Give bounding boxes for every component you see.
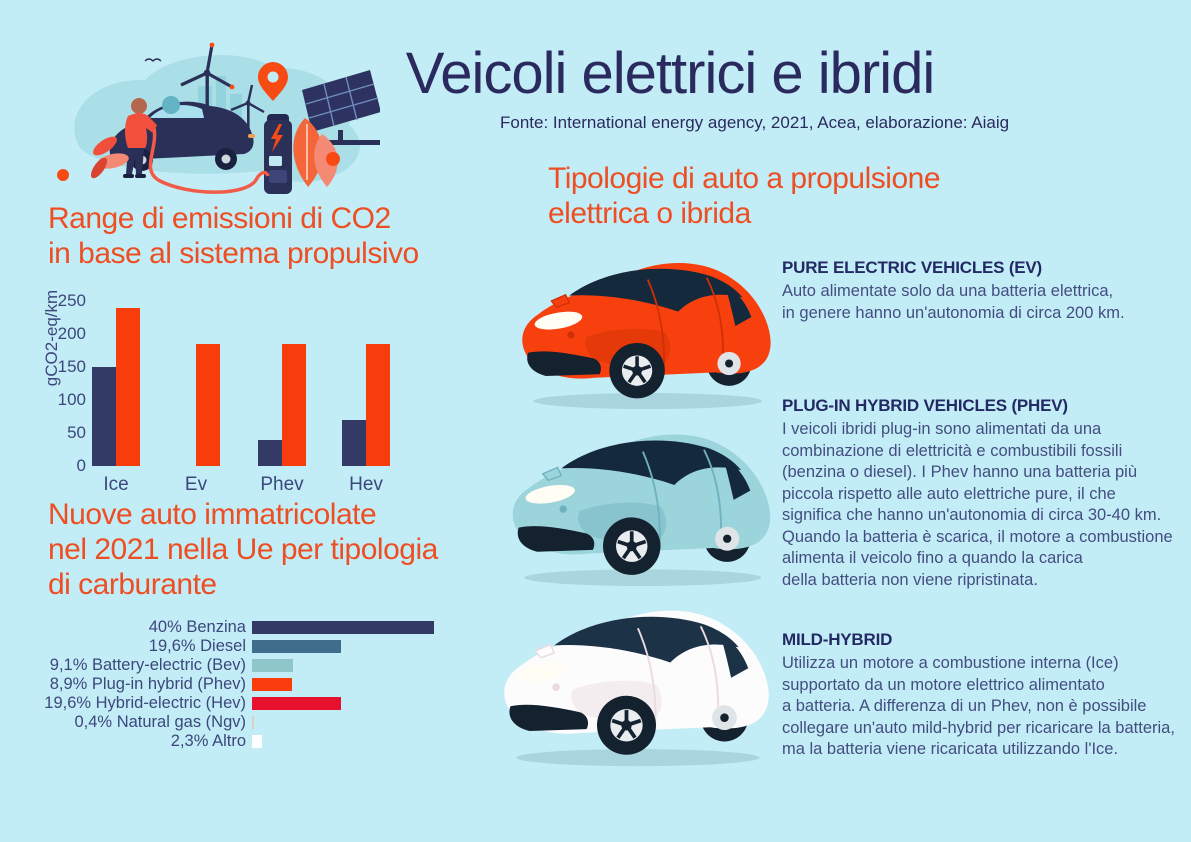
plant-right-icon (293, 118, 338, 187)
typology-item-mild: MILD-HYBRID Utilizza un motore a combust… (782, 630, 1188, 761)
charging-station-icon (264, 114, 292, 194)
co2-bar-max-ice (116, 307, 140, 466)
charging-cable-icon (148, 127, 270, 194)
co2-y-tick: 50 (67, 423, 86, 442)
car-icon (522, 263, 771, 410)
fuel-label: 40% Benzina (148, 618, 246, 636)
typology-heading: PURE ELECTRIC VEHICLES (EV) (782, 258, 1043, 277)
person-icon (123, 98, 157, 178)
wind-turbine-small-icon (230, 84, 265, 143)
page-title: Veicoli elettrici e ibridi (405, 41, 935, 106)
fuel-bar (252, 697, 342, 710)
co2-bar-max-phev (282, 343, 306, 466)
fuel-bar (252, 659, 294, 672)
co2-y-tick: 0 (76, 456, 86, 475)
co2-bar-min-ice (92, 367, 116, 466)
orange-dot-icon (57, 169, 69, 181)
co2-chart-title: Range di emissioni di CO2 in base al sis… (48, 202, 419, 270)
co2-bar-max-hev (366, 343, 390, 466)
teal-dot-icon (162, 96, 180, 114)
car-icon (512, 434, 771, 587)
fuel-row: 40% Benzina (40, 618, 510, 637)
co2-bar-min-hev (342, 419, 366, 466)
co2-bar-max-ev (196, 343, 220, 466)
fuel-label: 8,9% Plug-in hybrid (Phev) (49, 675, 246, 693)
fuel-label: 19,6% Hybrid-electric (Hev) (44, 694, 246, 712)
typology-heading: PLUG-IN HYBRID VEHICLES (PHEV) (782, 396, 1068, 415)
co2-y-tick: 250 (57, 291, 86, 310)
typology-heading: MILD-HYBRID (782, 630, 893, 649)
co2-emissions-chart: gCO2-eq/km 0 50 100 150 200 250 Ice Ev Phev Hev (40, 290, 470, 500)
location-pin-icon (258, 62, 288, 101)
co2-category-label: Ev (184, 474, 208, 495)
co2-category-label: Phev (260, 474, 304, 495)
fuel-bar (252, 621, 434, 634)
fuel-label: 19,6% Diesel (148, 637, 246, 655)
plant-left-icon (90, 136, 129, 179)
fuel-row: 19,6% Diesel (40, 637, 510, 656)
birds-icon (144, 58, 162, 62)
co2-bar-min-phev (258, 439, 282, 466)
registrations-chart: 40% Benzina 19,6% Diesel 9,1% Battery-elec… (40, 618, 510, 751)
co2-y-tick: 200 (57, 324, 86, 343)
typology-item-ev: PURE ELECTRIC VEHICLES (EV) Auto aliment… (782, 258, 1188, 324)
registrations-chart-title: Nuove auto immatricolate nel 2021 nella … (48, 498, 438, 601)
typology-body: I veicoli ibridi plug-in sono alimentati… (782, 420, 1173, 589)
car-illustration-ev (512, 246, 780, 414)
fuel-label: 9,1% Battery-electric (Bev) (49, 656, 246, 674)
car-icon (504, 610, 769, 767)
fuel-row: 19,6% Hybrid-electric (Hev) (40, 694, 510, 713)
fuel-label: 0,4% Natural gas (Ngv) (74, 713, 247, 731)
fuel-bar (252, 678, 293, 691)
hero-illustration (50, 28, 382, 208)
fuel-row: 8,9% Plug-in hybrid (Phev) (40, 675, 510, 694)
lightning-bolt-icon (271, 124, 283, 152)
typologies-title: Tipologie di auto a propulsione elettric… (548, 162, 941, 230)
wind-turbine-icon (180, 42, 235, 130)
car-illustration-phev (502, 418, 780, 590)
fuel-bar (252, 735, 263, 748)
orange-dot-icon (326, 152, 340, 166)
fuel-row: 2,3% Altro (40, 732, 510, 751)
fuel-bar (252, 716, 254, 729)
typology-item-phev: PLUG-IN HYBRID VEHICLES (PHEV) I veicoli… (782, 396, 1188, 591)
fuel-bar (252, 640, 342, 653)
typology-body: Utilizza un motore a combustione interna… (782, 654, 1175, 758)
fuel-row: 9,1% Battery-electric (Bev) (40, 656, 510, 675)
ev-charging-scene-icon (57, 42, 382, 194)
car-illustration-mild (492, 594, 780, 770)
co2-category-label: Hev (349, 474, 383, 495)
co2-y-tick: 150 (57, 357, 86, 376)
fuel-label: 2,3% Altro (170, 732, 246, 750)
typology-body: Auto alimentate solo da una batteria ele… (782, 282, 1125, 322)
co2-y-tick: 100 (57, 390, 86, 409)
source-line: Fonte: International energy agency, 2021… (500, 113, 1010, 132)
co2-category-label: Ice (103, 474, 129, 495)
fuel-row: 0,4% Natural gas (Ngv) (40, 713, 510, 732)
